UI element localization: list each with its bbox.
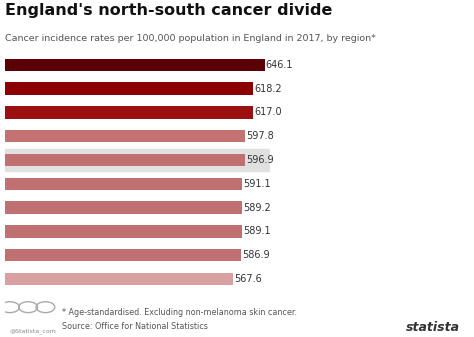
Text: * Age-standardised. Excluding non-melanoma skin cancer.: * Age-standardised. Excluding non-melano… [62, 308, 297, 317]
Text: 567.6: 567.6 [234, 274, 262, 284]
Text: @Statista_com: @Statista_com [9, 328, 56, 334]
Text: Z: Z [427, 317, 436, 327]
Text: 586.9: 586.9 [242, 250, 270, 260]
Text: 589.1: 589.1 [243, 226, 271, 236]
Text: 596.9: 596.9 [246, 155, 273, 165]
Bar [5, 202, 242, 214]
Text: Source: Office for National Statistics: Source: Office for National Statistics [62, 322, 208, 331]
Text: 597.8: 597.8 [246, 131, 274, 141]
Bar [5, 130, 245, 142]
Text: 591.1: 591.1 [244, 179, 271, 189]
Text: 589.2: 589.2 [243, 203, 271, 213]
Bar [5, 249, 241, 261]
Bar [5, 83, 254, 95]
Text: 646.1: 646.1 [266, 60, 293, 70]
Bar [5, 149, 270, 172]
Text: England's north-south cancer divide: England's north-south cancer divide [5, 3, 332, 19]
Text: 618.2: 618.2 [255, 84, 282, 94]
Bar [5, 106, 253, 119]
Text: statista: statista [406, 320, 460, 334]
Bar [5, 225, 242, 238]
Text: Cancer incidence rates per 100,000 population in England in 2017, by region*: Cancer incidence rates per 100,000 popul… [5, 34, 375, 43]
Bar [5, 154, 245, 166]
Bar [5, 273, 233, 285]
Text: 617.0: 617.0 [254, 108, 282, 117]
Bar [5, 59, 264, 71]
Bar [5, 178, 243, 190]
